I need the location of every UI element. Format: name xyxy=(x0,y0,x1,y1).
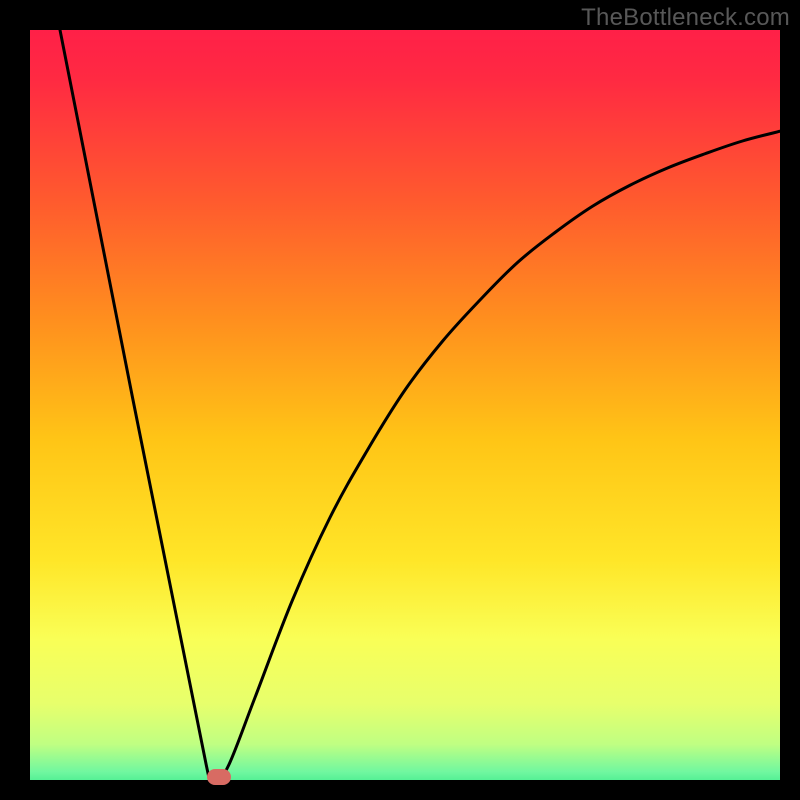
chart-root: TheBottleneck.com xyxy=(0,0,800,800)
chart-svg xyxy=(0,0,800,800)
watermark: TheBottleneck.com xyxy=(581,4,790,32)
optimal-point-marker xyxy=(207,769,231,785)
